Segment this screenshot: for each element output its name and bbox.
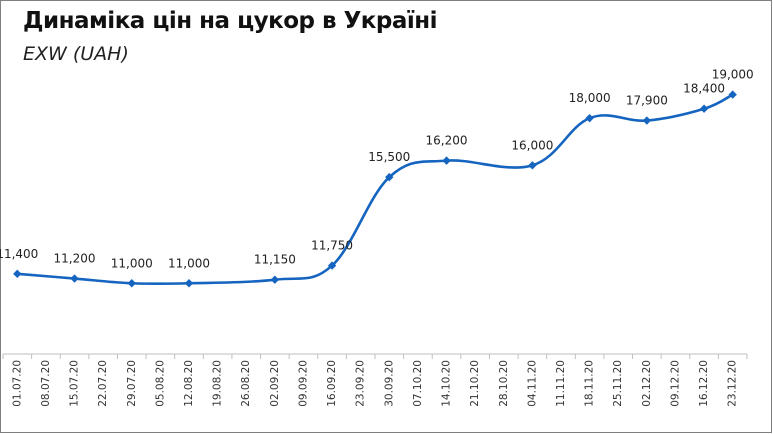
data-label: 18,000 <box>569 91 611 105</box>
data-point <box>13 269 22 279</box>
x-tick-label: 07.10.20 <box>412 360 424 407</box>
data-point <box>642 116 652 125</box>
data-point <box>385 172 394 182</box>
x-tick-label: 15.07.20 <box>69 360 81 407</box>
data-label: 16,000 <box>511 138 553 152</box>
x-tick-label: 29.07.20 <box>126 360 138 407</box>
data-label: 19,000 <box>712 68 754 82</box>
x-tick-label: 26.08.20 <box>240 360 252 407</box>
x-tick-label: 04.11.20 <box>526 360 538 407</box>
x-tick-label: 16.09.20 <box>326 360 338 407</box>
data-label: 11,000 <box>168 256 210 270</box>
x-tick-label: 30.09.20 <box>383 360 395 407</box>
data-label: 18,400 <box>683 82 725 96</box>
x-tick-label: 09.09.20 <box>297 360 309 407</box>
data-label: 11,000 <box>111 256 153 270</box>
data-label: 11,200 <box>54 252 96 266</box>
data-point <box>585 113 594 123</box>
x-tick-label: 14.10.20 <box>441 360 453 407</box>
x-tick-label: 16.12.20 <box>698 360 710 407</box>
x-tick-label: 18.11.20 <box>584 360 596 407</box>
chart-subtitle: EXW (UAH) <box>23 43 129 65</box>
x-tick-label: 08.07.20 <box>40 360 52 407</box>
x-tick-label: 23.09.20 <box>355 360 367 407</box>
data-label: 17,900 <box>626 94 668 108</box>
data-point <box>442 156 451 165</box>
x-tick-label: 11.11.20 <box>555 360 567 407</box>
x-tick-label: 02.09.20 <box>269 360 281 407</box>
data-point <box>184 279 194 288</box>
chart-title: Динаміка цін на цукор в Україні <box>23 8 438 34</box>
data-point <box>327 261 337 270</box>
x-tick-label: 22.07.20 <box>97 360 109 407</box>
x-tick-label: 01.07.20 <box>11 360 23 407</box>
data-label: 11,150 <box>254 253 296 267</box>
x-tick-label: 05.08.20 <box>154 360 166 407</box>
x-tick-label: 23.12.20 <box>727 360 739 407</box>
x-tick-label: 12.08.20 <box>183 360 195 407</box>
data-label: 16,200 <box>426 134 468 148</box>
x-tick-label: 21.10.20 <box>469 360 481 407</box>
x-tick-label: 25.11.20 <box>612 360 624 407</box>
data-point <box>270 275 280 284</box>
x-tick-label: 19.08.20 <box>212 360 224 407</box>
data-label: 11,400 <box>0 247 38 261</box>
data-label: 15,500 <box>368 150 410 164</box>
data-point <box>728 90 737 99</box>
x-tick-label: 28.10.20 <box>498 360 510 407</box>
data-point <box>127 279 136 288</box>
data-point <box>528 161 537 170</box>
data-label: 11,750 <box>311 239 353 253</box>
x-tick-label: 02.12.20 <box>641 360 653 407</box>
data-point <box>70 274 79 283</box>
data-point <box>699 104 709 113</box>
x-tick-label: 09.12.20 <box>669 360 681 407</box>
